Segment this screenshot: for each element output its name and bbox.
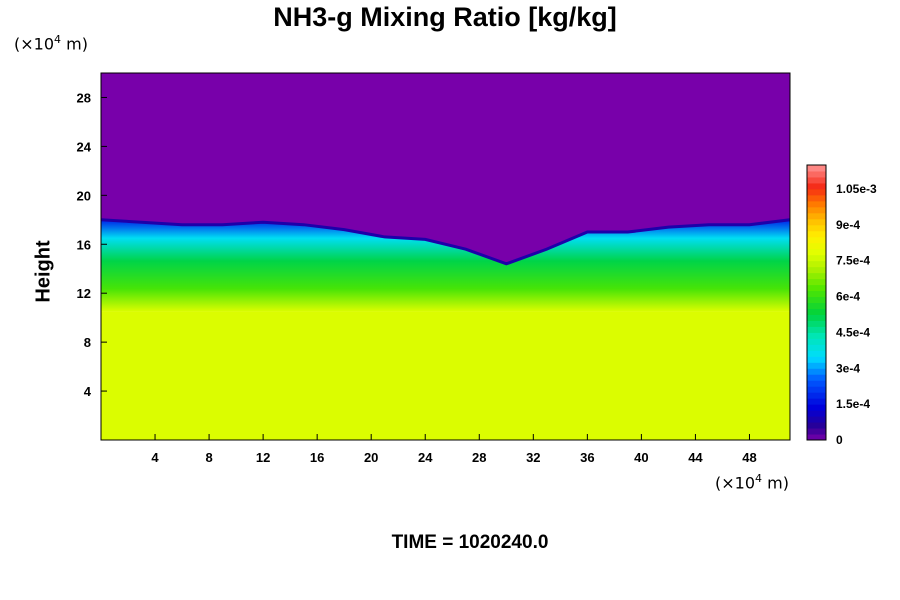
plot-frame bbox=[100, 72, 791, 441]
colorbar-segment bbox=[807, 362, 826, 369]
colorbar-segment bbox=[807, 380, 826, 387]
colorbar-segment bbox=[807, 284, 826, 292]
colorbar-tick-label: 0 bbox=[836, 433, 843, 447]
colorbar-segment bbox=[807, 176, 826, 184]
y-tick-label: 16 bbox=[77, 237, 91, 252]
colorbar-segment bbox=[807, 404, 826, 411]
colorbar-segment bbox=[807, 308, 826, 315]
colorbar-segment bbox=[807, 314, 826, 321]
y-tick-label: 24 bbox=[77, 139, 92, 154]
colorbar-segment bbox=[807, 188, 826, 196]
x-tick-label: 36 bbox=[580, 450, 594, 465]
x-tick-label: 28 bbox=[472, 450, 486, 465]
x-tick-label: 40 bbox=[634, 450, 648, 465]
colorbar-segment bbox=[807, 386, 826, 393]
colorbar-segment bbox=[807, 392, 826, 399]
colorbar-segment bbox=[807, 165, 826, 172]
colorbar-segment bbox=[807, 320, 826, 327]
colorbar-tick-label: 3e-4 bbox=[836, 361, 860, 375]
colorbar-segment bbox=[807, 350, 826, 357]
colorbar-segment bbox=[807, 224, 826, 232]
y-tick-label: 20 bbox=[77, 188, 91, 203]
colorbar-segment bbox=[807, 170, 826, 178]
x-tick-label: 32 bbox=[526, 450, 540, 465]
colorbar-tick-label: 7.5e-4 bbox=[836, 254, 870, 268]
x-tick-label: 12 bbox=[256, 450, 270, 465]
x-tick-label: 20 bbox=[364, 450, 378, 465]
colorbar-segment bbox=[807, 398, 826, 405]
colorbar-segment bbox=[807, 344, 826, 351]
upper-field-region bbox=[101, 73, 790, 264]
x-tick-label: 8 bbox=[205, 450, 212, 465]
y-axis-unit: (×104 m) bbox=[14, 33, 88, 54]
colorbar-segment bbox=[807, 236, 826, 244]
colorbar-segment bbox=[807, 326, 826, 333]
mixing-boundary-line bbox=[100, 218, 791, 266]
colorbar-segment bbox=[807, 212, 826, 220]
colorbar-segment bbox=[807, 368, 826, 375]
colorbar-segment bbox=[807, 422, 826, 429]
colorbar-segment bbox=[807, 434, 826, 441]
colorbar-tick-label: 6e-4 bbox=[836, 290, 860, 304]
colorbar-segment bbox=[807, 218, 826, 226]
chart-title: NH3-g Mixing Ratio [kg/kg] bbox=[273, 2, 617, 32]
colorbar-segment bbox=[807, 230, 826, 238]
colorbar-segment bbox=[807, 194, 826, 202]
lower-field-region bbox=[101, 311, 790, 440]
colorbar-segment bbox=[807, 302, 826, 309]
colorbar-segment bbox=[807, 296, 826, 303]
colorbar-segment bbox=[807, 260, 826, 268]
colorbar-segment bbox=[807, 182, 826, 190]
colorbar-segment bbox=[807, 290, 826, 298]
x-axis-unit: (×104 m) bbox=[715, 472, 789, 493]
colorbar-segment bbox=[807, 338, 826, 345]
colorbar-tick-label: 9e-4 bbox=[836, 218, 860, 232]
colorbar-segment bbox=[807, 206, 826, 214]
colorbar-segment bbox=[807, 254, 826, 262]
colorbar-segment bbox=[807, 200, 826, 208]
x-tick-label: 44 bbox=[688, 450, 703, 465]
colorbar-tick-label: 1.05e-3 bbox=[836, 182, 877, 196]
y-tick-label: 8 bbox=[84, 335, 91, 350]
x-tick-label: 48 bbox=[742, 450, 756, 465]
colorbar-segment bbox=[807, 374, 826, 381]
x-tick-label: 24 bbox=[418, 450, 433, 465]
colorbar-segment bbox=[807, 356, 826, 363]
colorbar-segment bbox=[807, 332, 826, 339]
colorbar-segment bbox=[807, 248, 826, 256]
colorbar-tick-label: 1.5e-4 bbox=[836, 397, 870, 411]
colorbar-segment bbox=[807, 416, 826, 423]
x-tick-label: 16 bbox=[310, 450, 324, 465]
y-tick-label: 28 bbox=[77, 90, 91, 105]
colorbar-segment bbox=[807, 266, 826, 274]
colorbar-tick-label: 4.5e-4 bbox=[836, 325, 870, 339]
colorbar-segment bbox=[807, 278, 826, 286]
x-tick-label: 4 bbox=[151, 450, 159, 465]
colorbar-segment bbox=[807, 242, 826, 250]
y-tick-label: 4 bbox=[84, 384, 92, 399]
time-label: TIME = 1020240.0 bbox=[391, 532, 549, 553]
y-tick-label: 12 bbox=[77, 286, 91, 301]
colorbar-segment bbox=[807, 410, 826, 417]
colorbar-segment bbox=[807, 272, 826, 280]
mixing-layer-region bbox=[101, 219, 790, 312]
colorbar-segment bbox=[807, 428, 826, 435]
colorbar-frame bbox=[806, 164, 827, 441]
